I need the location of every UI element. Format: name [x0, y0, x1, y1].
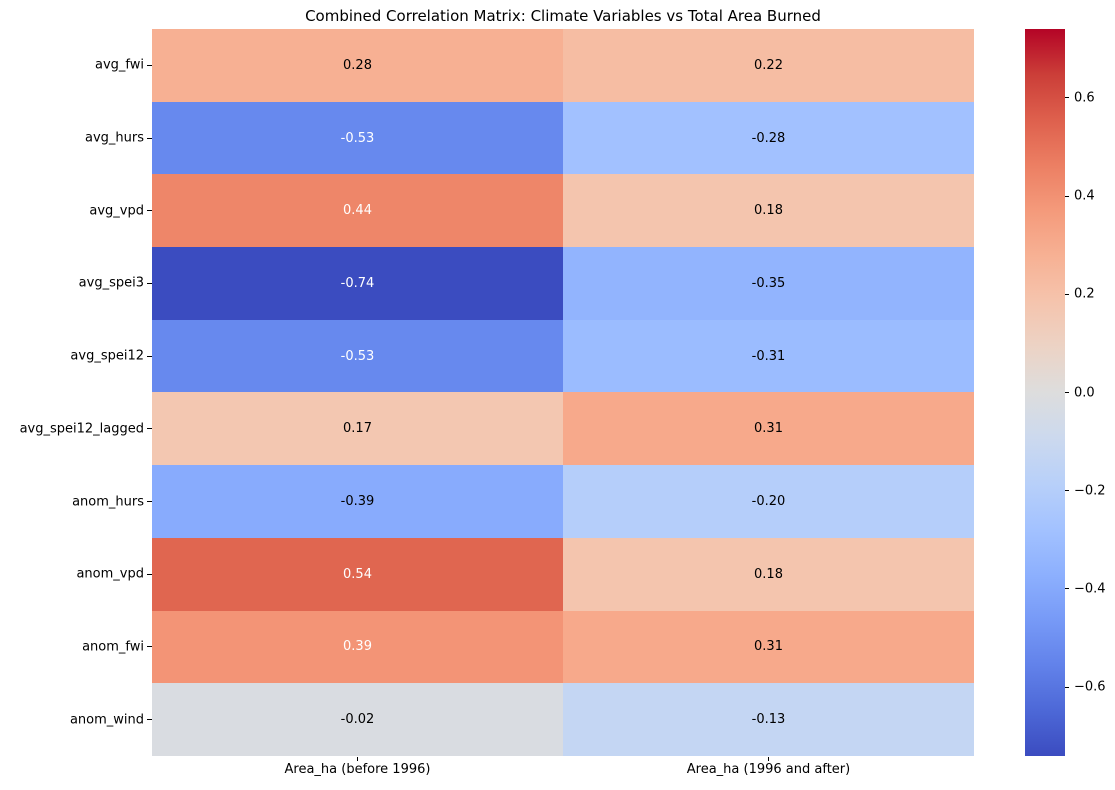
- x-tick-mark: [768, 757, 769, 761]
- y-tick-label-avg_spei12_lagged: avg_spei12_lagged: [19, 421, 144, 437]
- colorbar-tick-mark: [1065, 392, 1069, 393]
- heatmap-cell-anom_hurs-col1: -0.20: [563, 465, 974, 538]
- heatmap-cell-avg_spei12-col0: -0.53: [152, 319, 563, 393]
- y-tick-mark: [147, 64, 152, 66]
- y-tick-label-anom_hurs: anom_hurs: [72, 494, 144, 510]
- y-tick-label-anom_wind: anom_wind: [69, 712, 144, 728]
- y-tick-mark: [147, 501, 152, 503]
- chart-title: Combined Correlation Matrix: Climate Var…: [305, 7, 821, 25]
- y-tick-label-avg_spei3: avg_spei3: [78, 275, 144, 291]
- y-tick-label-avg_fwi: avg_fwi: [94, 57, 144, 73]
- heatmap-cell-anom_vpd-col0: 0.54: [152, 537, 563, 611]
- x-tick-label-col1: Area_ha (1996 and after): [686, 762, 851, 777]
- colorbar-tick-label: −0.6: [1074, 679, 1106, 695]
- heatmap-cell-avg_fwi-col1: 0.22: [563, 29, 974, 102]
- heatmap-cell-avg_fwi-col0: 0.28: [152, 29, 563, 102]
- colorbar-tick-mark: [1065, 588, 1069, 590]
- y-tick-label-anom_fwi: anom_fwi: [82, 639, 144, 655]
- colorbar-tick-label: −0.4: [1074, 581, 1106, 597]
- y-tick-label-avg_hurs: avg_hurs: [84, 130, 144, 146]
- x-tick-label-col0: Area_ha (before 1996): [284, 762, 431, 777]
- heatmap-cell-anom_vpd-col1: 0.18: [563, 537, 974, 611]
- y-tick-label-avg_vpd: avg_vpd: [89, 203, 144, 219]
- colorbar-tick-label: 0.2: [1074, 286, 1095, 302]
- heatmap-cell-avg_spei3-col1: -0.35: [563, 247, 974, 320]
- y-tick-mark: [147, 282, 152, 284]
- y-tick-mark: [147, 719, 152, 721]
- y-tick-mark: [147, 646, 152, 648]
- y-tick-mark: [147, 573, 152, 575]
- y-tick-mark: [147, 428, 152, 430]
- heatmap-cell-avg_spei12_lagged-col1: 0.31: [563, 392, 974, 466]
- colorbar-tick-mark: [1065, 686, 1069, 688]
- heatmap-cell-anom_fwi-col1: 0.31: [563, 610, 974, 684]
- heatmap-grid: 0.28 0.22 -0.53 -0.28 0.44 0.18 -0.74 -0.35 -0.5…: [152, 29, 974, 756]
- heatmap-cell-avg_vpd-col1: 0.18: [563, 174, 974, 248]
- y-tick-mark: [147, 137, 152, 139]
- heatmap-cell-avg_vpd-col0: 0.44: [152, 174, 563, 248]
- colorbar-gradient: [1025, 29, 1065, 756]
- heatmap-cell-anom_wind-col0: -0.02: [152, 683, 563, 756]
- colorbar-tick-label: 0.4: [1074, 188, 1095, 204]
- heatmap-cell-anom_fwi-col0: 0.39: [152, 610, 563, 684]
- heatmap-cell-anom_hurs-col0: -0.39: [152, 465, 563, 538]
- y-tick-mark: [147, 355, 152, 357]
- colorbar-tick-label: −0.2: [1074, 483, 1106, 499]
- colorbar-tick-mark: [1065, 490, 1069, 492]
- heatmap-cell-avg_spei12_lagged-col0: 0.17: [152, 392, 563, 466]
- y-tick-label-avg_spei12: avg_spei12: [70, 348, 144, 364]
- colorbar-tick-mark: [1065, 293, 1069, 295]
- heatmap-cell-avg_spei3-col0: -0.74: [152, 247, 563, 320]
- heatmap-cell-avg_hurs-col0: -0.53: [152, 101, 563, 175]
- colorbar-tick-mark: [1065, 195, 1069, 197]
- y-tick-label-anom_vpd: anom_vpd: [76, 566, 144, 582]
- heatmap-cell-anom_wind-col1: -0.13: [563, 683, 974, 756]
- colorbar-tick-label: 0.0: [1074, 385, 1095, 400]
- x-tick-mark: [357, 757, 358, 761]
- colorbar-tick-mark: [1065, 97, 1069, 99]
- heatmap-cell-avg_hurs-col1: -0.28: [563, 101, 974, 175]
- heatmap-cell-avg_spei12-col1: -0.31: [563, 319, 974, 393]
- y-tick-mark: [147, 210, 152, 212]
- colorbar-tick-label: 0.6: [1074, 90, 1095, 106]
